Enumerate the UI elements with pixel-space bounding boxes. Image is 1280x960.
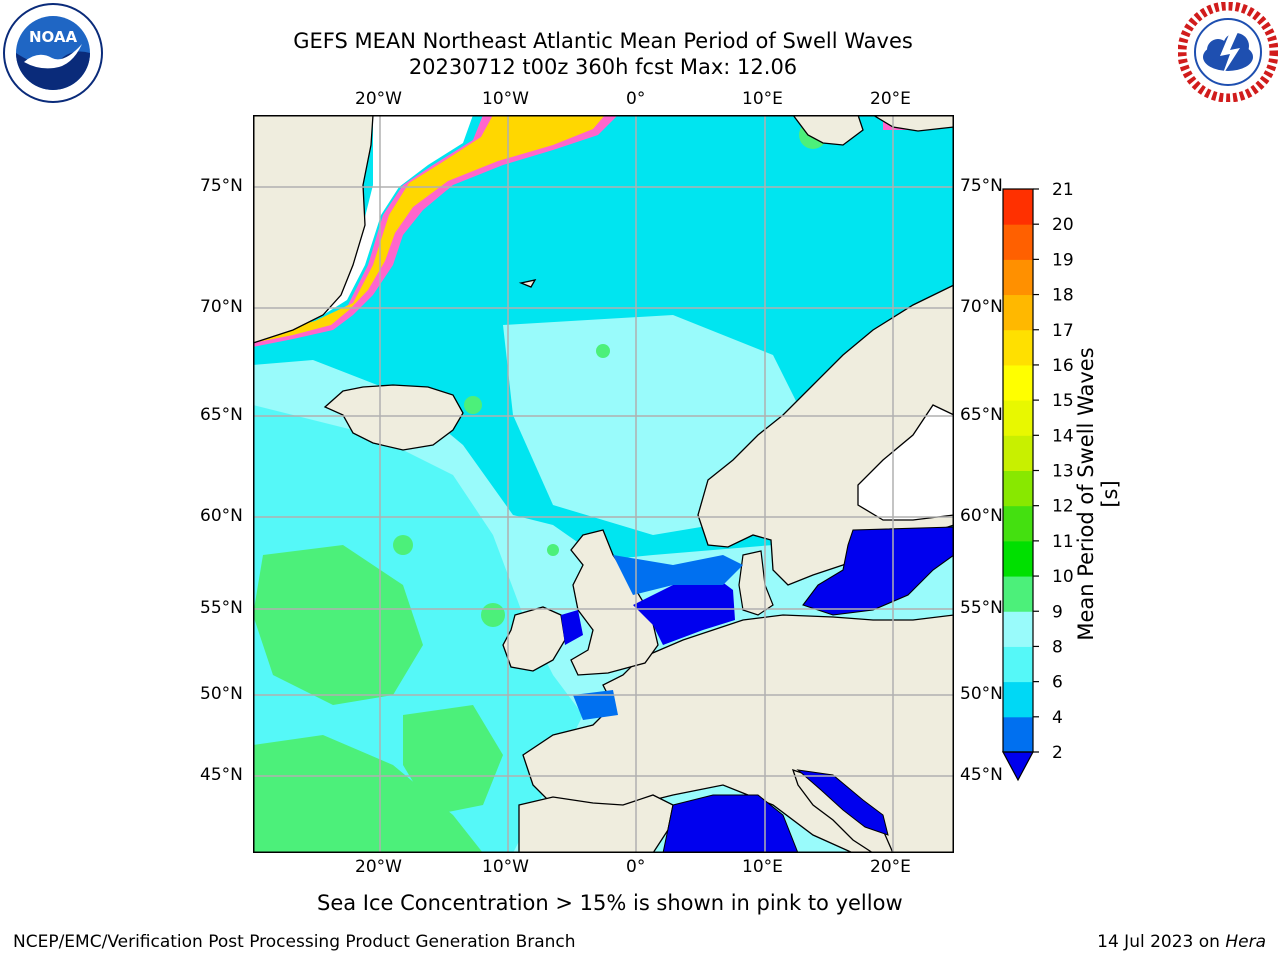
colorbar-band (1003, 716, 1033, 753)
map-panel (253, 115, 954, 853)
chart-subtitle: 20230712 t00z 360h fcst Max: 12.06 (408, 55, 798, 79)
colorbar-tick-label: 12 (1052, 497, 1074, 517)
land-greenland (253, 115, 374, 344)
lon-label-top-10w: 10°W (482, 89, 529, 109)
north-sea (633, 575, 735, 645)
colorbar-tick-label: 2 (1052, 743, 1063, 763)
lat-label-left-55n: 55°N (200, 598, 243, 618)
colorbar-tick-label: 11 (1052, 532, 1074, 552)
colorbar-band (1003, 611, 1033, 647)
colorbar-tick-label: 9 (1052, 602, 1063, 622)
colorbar-band (1003, 329, 1033, 366)
north-sea-shelf (613, 555, 743, 595)
colorbar-svg: 2 4 6 8 9 10 11 12 13 14 15 16 17 18 19 20 21 (1001, 180, 1074, 782)
lat-label-right-60n: 60°N (960, 506, 1003, 526)
colorbar-tick-label: 4 (1052, 708, 1063, 728)
colorbar-tick-label: 8 (1052, 637, 1063, 657)
colorbar-tick-label: 15 (1052, 391, 1074, 411)
lat-label-right-45n: 45°N (960, 765, 1003, 785)
land-iceland (323, 384, 464, 451)
lon-label-bottom-10e: 10°E (742, 857, 783, 877)
colorbar-band (1003, 505, 1033, 542)
irish-sea (561, 610, 583, 645)
colorbar-band (1003, 681, 1033, 718)
colorbar-tick-label: 17 (1052, 321, 1074, 341)
adriatic-sea (796, 769, 889, 836)
colorbar-tick-label: 19 (1052, 250, 1074, 270)
colorbar-tick-label: 21 (1052, 180, 1074, 200)
lat-label-right-50n: 50°N (960, 684, 1003, 704)
lat-label-left-65n: 65°N (200, 405, 243, 425)
lat-label-left-60n: 60°N (200, 506, 243, 526)
colorbar-tick-label: 14 (1052, 426, 1074, 446)
footer-date-text: 14 Jul 2023 on (1097, 932, 1226, 952)
sea-ice-white (323, 115, 473, 315)
nws-logo (1177, 1, 1279, 103)
colorbar: 2 4 6 8 9 10 11 12 13 14 15 16 17 18 19 20 21 (990, 180, 1110, 800)
colorbar-label: Mean Period of Swell Waves [s] (1074, 347, 1122, 641)
map-frame (253, 115, 954, 853)
map-svg (253, 115, 954, 853)
lat-label-left-75n: 75°N (200, 176, 243, 196)
footer-credit: NCEP/EMC/Verification Post Processing Pr… (13, 932, 576, 952)
swell-green-patch-3 (403, 705, 503, 815)
lon-label-bottom-20w: 20°W (355, 857, 402, 877)
lat-label-left-45n: 45°N (200, 765, 243, 785)
noaa-logo: NOAA (2, 2, 104, 104)
colorbar-band (1003, 189, 1033, 225)
colorbar-band (1003, 259, 1033, 296)
lat-label-right-75n: 75°N (960, 176, 1003, 196)
colorbar-band (1003, 400, 1033, 436)
colorbar-band (1003, 435, 1033, 471)
land-ireland (502, 606, 566, 672)
lat-label-right-65n: 65°N (960, 405, 1003, 425)
map-gridlines (253, 115, 954, 853)
colorbar-tick-label: 13 (1052, 462, 1074, 482)
colorbar-tick-label: 18 (1052, 286, 1074, 306)
colorbar-band (1003, 576, 1033, 612)
lon-label-bottom-0: 0° (626, 857, 646, 877)
lat-label-left-50n: 50°N (200, 684, 243, 704)
colorbar-extend-arrow (1001, 751, 1035, 782)
land-svalbard (792, 115, 864, 146)
lon-label-bottom-20e: 20°E (870, 857, 911, 877)
chart-title: GEFS MEAN Northeast Atlantic Mean Period… (293, 29, 913, 53)
baltic-sea (802, 526, 954, 616)
colorbar-tick-label: 16 (1052, 356, 1074, 376)
colorbar-band (1003, 294, 1033, 331)
lon-label-top-20w: 20°W (355, 89, 402, 109)
lon-label-top-10e: 10°E (742, 89, 783, 109)
lat-label-right-55n: 55°N (960, 598, 1003, 618)
colorbar-band (1003, 540, 1033, 577)
noaa-logo-text: NOAA (29, 28, 78, 46)
colorbar-band (1003, 470, 1033, 507)
colorbar-tick-label: 6 (1052, 673, 1063, 693)
lat-label-left-70n: 70°N (200, 297, 243, 317)
land-iberia (518, 794, 674, 853)
sea-ice-caption: Sea Ice Concentration > 15% is shown in … (317, 891, 903, 915)
sea-ice-yellow (253, 115, 605, 343)
sea-ice-edge (253, 115, 618, 347)
lat-label-right-70n: 70°N (960, 297, 1003, 317)
colorbar-band (1003, 224, 1033, 260)
colorbar-band (1003, 646, 1033, 683)
lon-label-top-20e: 20°E (870, 89, 911, 109)
footer-machine: Hera (1225, 932, 1266, 952)
colorbar-band (1003, 364, 1033, 401)
lon-label-bottom-10w: 10°W (482, 857, 529, 877)
lon-label-top-0: 0° (626, 89, 646, 109)
swell-green-patch-2 (253, 735, 483, 853)
colorbar-tick-label: 10 (1052, 567, 1074, 587)
footer-date: 14 Jul 2023 on Hera (1097, 932, 1266, 952)
colorbar-tick-label: 20 (1052, 215, 1074, 235)
bay-of-biscay (573, 690, 618, 720)
